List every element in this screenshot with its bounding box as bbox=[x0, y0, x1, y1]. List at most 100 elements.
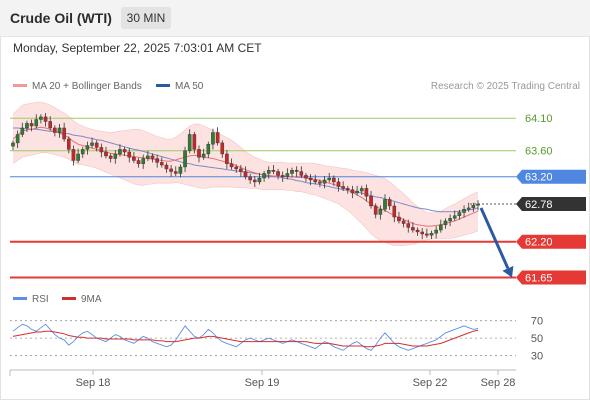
candle-body bbox=[243, 171, 248, 177]
rsi-legend-swatch bbox=[13, 297, 27, 300]
candle-body bbox=[118, 149, 122, 155]
candle-body bbox=[201, 153, 206, 158]
resistance-level-label: 64.10 bbox=[525, 113, 553, 125]
candle-body bbox=[173, 171, 178, 174]
candle-body bbox=[192, 134, 197, 150]
rsi-line bbox=[12, 323, 479, 351]
projection-arrow-head bbox=[502, 265, 514, 278]
candle-body bbox=[318, 181, 322, 184]
rsi-level-label: 70 bbox=[531, 316, 543, 328]
projection-arrow-shaft bbox=[479, 207, 510, 269]
candle-body bbox=[220, 142, 225, 155]
rsi-legend-label: RSI bbox=[32, 294, 49, 305]
candle-body bbox=[108, 155, 113, 159]
credit-text: Research © 2025 Trading Central bbox=[431, 81, 580, 92]
candle-body bbox=[359, 188, 364, 192]
candle-body bbox=[229, 163, 234, 168]
candle-body bbox=[327, 177, 332, 181]
candle-body bbox=[448, 218, 452, 222]
candle-body bbox=[155, 158, 159, 163]
candle-body bbox=[76, 153, 80, 161]
candle-body bbox=[392, 205, 397, 218]
candle-body bbox=[99, 147, 104, 153]
candle-body bbox=[71, 149, 76, 161]
candle-body bbox=[387, 199, 392, 207]
candle-body bbox=[341, 186, 345, 189]
bollinger-upper-line bbox=[12, 101, 479, 214]
candle-body bbox=[164, 164, 169, 170]
candle-body bbox=[15, 134, 20, 144]
candle-body bbox=[346, 188, 350, 190]
candle-body bbox=[322, 179, 327, 184]
candle-body bbox=[113, 153, 118, 159]
candle-body bbox=[159, 162, 164, 166]
candle-body bbox=[248, 176, 252, 181]
current-level-label: 62.78 bbox=[525, 199, 553, 211]
support-level-label: 61.65 bbox=[525, 272, 553, 284]
x-tick-label: Sep 22 bbox=[413, 377, 448, 389]
candle-body bbox=[443, 220, 448, 226]
candle-body bbox=[383, 199, 387, 210]
bollinger-legend-label: MA 20 + Bollinger Bands bbox=[32, 81, 142, 92]
candle-body bbox=[257, 177, 262, 183]
ma50-legend-label: MA 50 bbox=[175, 81, 204, 92]
candle-body bbox=[466, 207, 471, 210]
candle-body bbox=[43, 116, 48, 122]
candle-body bbox=[364, 188, 369, 197]
candle-body bbox=[66, 138, 71, 150]
current-level-tag bbox=[516, 197, 586, 212]
x-tick-label: Sep 28 bbox=[481, 377, 516, 389]
candle-body bbox=[178, 166, 183, 174]
candle-body bbox=[397, 216, 401, 222]
candle-body bbox=[308, 177, 313, 181]
candle-body bbox=[206, 144, 211, 155]
candle-body bbox=[271, 170, 276, 172]
candle-body bbox=[20, 127, 25, 135]
candle-body bbox=[11, 142, 15, 147]
candle-body bbox=[294, 170, 299, 172]
chart-header: Crude Oil (WTI) 30 MIN bbox=[0, 0, 590, 37]
candle-body bbox=[290, 170, 294, 174]
support-level-tag bbox=[516, 234, 586, 249]
bollinger-lower-line bbox=[12, 152, 479, 246]
candle-body bbox=[434, 229, 438, 234]
candle-body bbox=[122, 149, 127, 153]
candle-body bbox=[85, 145, 90, 150]
x-tick-label: Sep 18 bbox=[76, 377, 111, 389]
candle-body bbox=[462, 209, 466, 213]
candle-body bbox=[429, 233, 434, 236]
candle-body bbox=[378, 209, 383, 215]
candle-body bbox=[62, 127, 66, 140]
candle-body bbox=[25, 123, 29, 129]
candle-body bbox=[136, 160, 141, 164]
candle-body bbox=[183, 150, 187, 168]
candle-body bbox=[132, 157, 136, 161]
support-level-tag bbox=[516, 270, 586, 285]
candle-body bbox=[127, 151, 132, 158]
candle-body bbox=[57, 127, 62, 133]
candle-body bbox=[225, 153, 229, 164]
bollinger-legend-swatch bbox=[13, 84, 27, 87]
candle-body bbox=[197, 149, 201, 158]
candle-body bbox=[369, 196, 373, 207]
candle-body bbox=[104, 151, 108, 157]
candle-body bbox=[420, 231, 425, 235]
price-plot: 64.10 63.60 63.20 62.78 62.20 61.65 bbox=[10, 101, 586, 285]
candle-body bbox=[187, 134, 192, 151]
candle-body bbox=[141, 158, 146, 164]
candle-body bbox=[355, 190, 359, 194]
candle-body bbox=[439, 224, 443, 231]
pivot-level-label: 63.20 bbox=[525, 172, 553, 184]
timeframe-badge[interactable]: 30 MIN bbox=[121, 7, 171, 29]
candle-body bbox=[280, 175, 285, 177]
candle-body bbox=[313, 179, 318, 183]
ma50-legend-swatch bbox=[156, 84, 170, 87]
x-tick-label: Sep 19 bbox=[245, 377, 280, 389]
candle-body bbox=[401, 220, 406, 224]
candle-body bbox=[80, 149, 85, 155]
candle-body bbox=[415, 229, 420, 233]
instrument-title: Crude Oil (WTI) bbox=[10, 10, 112, 26]
candle-body bbox=[169, 168, 173, 172]
rsi-level-label: 50 bbox=[531, 333, 543, 345]
pivot-level-tag bbox=[516, 169, 586, 184]
